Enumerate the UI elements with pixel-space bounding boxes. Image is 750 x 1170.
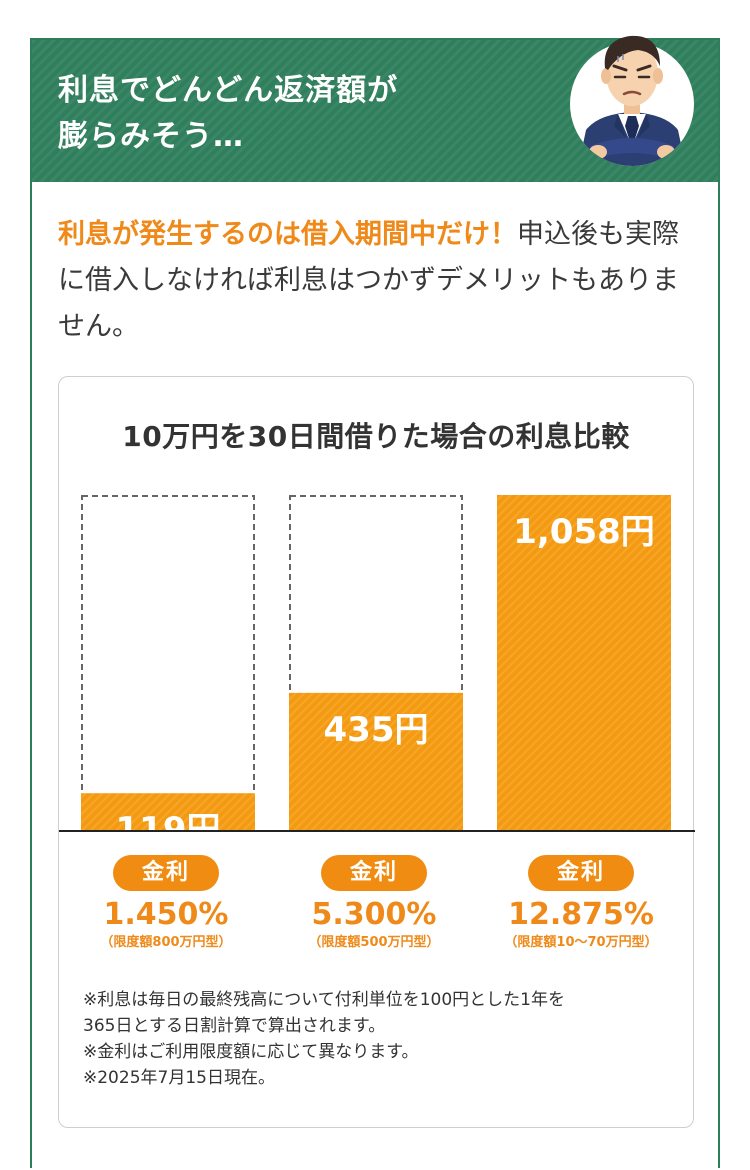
bar-frame-1	[81, 495, 255, 832]
header-title: 利息でどんどん返済額が 膨らみそう…	[58, 68, 538, 160]
chart-title: 10万円を30日間借りた場合の利息比較	[122, 420, 630, 453]
rate-note-2: （限度額500万円型）	[308, 935, 440, 950]
footnote-4: ※2025年7月15日現在。	[83, 1068, 275, 1088]
rate-column-3: 金利 12.875% （限度額10〜70万円型）	[481, 855, 681, 953]
lead-text: 申込後も実際に借入しなければ利息はつかずデメリットもありません。	[58, 219, 679, 342]
bar-3	[497, 495, 671, 831]
info-card: 利息でどんどん返済額が 膨らみそう…	[30, 35, 720, 1168]
footnote-3: ※金利はご利用限度額に応じて異なります。	[83, 1042, 419, 1062]
bar-value-label-2: 435円	[324, 710, 429, 750]
footnote-1: ※利息は毎日の最終残高について付利単位を100円とした1年を	[83, 990, 565, 1010]
rate-value-3: 12.875%	[508, 897, 654, 932]
footnote-2: 365日とする日割計算で算出されます。	[83, 1016, 386, 1036]
worried-businessman-avatar	[570, 35, 694, 166]
chart-container: 10万円を30日間借りた場合の利息比較 119円 435円 1,058円 金利 1.…	[58, 376, 695, 1128]
bar-chart: 119円 435円 1,058円	[59, 495, 695, 847]
rate-pill-2: 金利	[321, 855, 427, 891]
lead-highlight: 利息が発生するのは借入期間中だけ！	[58, 219, 517, 250]
lead-paragraph: 利息が発生するのは借入期間中だけ！申込後も実際に借入しなければ利息はつかずデメリ…	[58, 212, 698, 350]
header-title-line-1: 利息でどんどん返済額が	[58, 73, 399, 108]
rate-note-3: （限度額10〜70万円型）	[504, 935, 658, 950]
rate-pill-3: 金利	[528, 855, 634, 891]
bar-value-label-1: 119円	[116, 810, 221, 847]
rate-value-1: 1.450%	[103, 897, 229, 932]
bar-1	[81, 793, 255, 831]
rate-value-2: 5.300%	[311, 897, 437, 932]
rate-column-1: 金利 1.450% （限度額800万円型）	[66, 855, 266, 953]
bar-value-label-3: 1,058円	[513, 512, 655, 552]
rate-pill-1: 金利	[113, 855, 219, 891]
rate-column-2: 金利 5.300% （限度額500万円型）	[274, 855, 474, 953]
bar-2	[289, 692, 463, 831]
header-banner: 利息でどんどん返済額が 膨らみそう…	[32, 35, 718, 182]
footnotes: ※利息は毎日の最終残高について付利単位を100円とした1年を 365日とする日割…	[83, 987, 683, 1091]
rate-note-1: （限度額800万円型）	[100, 935, 232, 950]
header-title-line-2: 膨らみそう…	[58, 119, 244, 154]
